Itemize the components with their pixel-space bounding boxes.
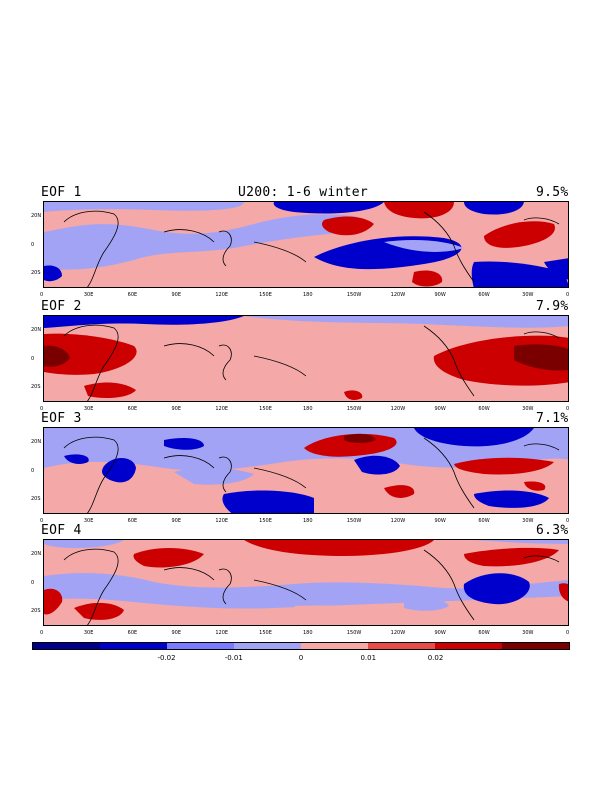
lon-tick-label: 120W (390, 630, 406, 636)
eof-1-map (43, 201, 569, 288)
lon-tick-label: 30W (522, 630, 534, 636)
lon-tick-label: 0 (40, 518, 44, 524)
lon-tick-label: 90E (171, 630, 182, 636)
lat-tick-label: 20S (31, 270, 41, 276)
colorbar-swatch (435, 643, 502, 649)
lon-tick-label: 0 (566, 292, 570, 298)
eof-4-field (44, 540, 568, 625)
colorbar-label: 0 (298, 654, 304, 662)
lat-tick-label: 20N (31, 551, 42, 557)
colorbar-swatch (234, 643, 301, 649)
lon-tick-label: 30E (83, 518, 94, 524)
lon-tick-label: 0 (40, 406, 44, 412)
lon-tick-label: 150E (259, 630, 272, 636)
lon-tick-label: 150E (259, 406, 272, 412)
eof-2-map (43, 315, 569, 402)
lon-tick-label: 30E (83, 630, 94, 636)
lon-tick-label: 180 (303, 406, 313, 412)
panel-1-variance: 9.5% (536, 185, 569, 200)
lat-tick-label: 0 (31, 468, 35, 474)
colorbar-swatch (167, 643, 234, 649)
eof-3-field (44, 428, 568, 513)
lon-tick-label: 60E (127, 292, 138, 298)
lon-tick-label: 0 (566, 406, 570, 412)
colorbar-swatch (33, 643, 100, 649)
lon-tick-label: 30E (83, 406, 94, 412)
lon-tick-label: 90W (434, 406, 446, 412)
eof-3-map (43, 427, 569, 514)
lon-tick-label: 60W (478, 630, 490, 636)
colorbar (32, 642, 570, 650)
lat-tick-label: 20S (31, 608, 41, 614)
lon-tick-label: 0 (566, 518, 570, 524)
lat-tick-label: 20N (31, 213, 42, 219)
eof-4-map (43, 539, 569, 626)
colorbar-swatch (100, 643, 167, 649)
lon-tick-label: 90W (434, 292, 446, 298)
lon-tick-label: 90W (434, 518, 446, 524)
figure-title: U200: 1-6 winter (238, 185, 369, 200)
lon-tick-label: 0 (40, 630, 44, 636)
colorbar-label: 0.02 (427, 654, 444, 662)
lat-tick-label: 20N (31, 439, 42, 445)
lon-tick-label: 150W (346, 630, 362, 636)
lon-tick-label: 120W (390, 292, 406, 298)
lat-tick-label: 20S (31, 496, 41, 502)
panel-4-variance: 6.3% (536, 523, 569, 538)
lat-tick-label: 0 (31, 242, 35, 248)
lat-tick-label: 0 (31, 580, 35, 586)
panel-1-label: EOF 1 (41, 185, 82, 200)
lon-tick-label: 30W (522, 518, 534, 524)
lon-tick-label: 150E (259, 292, 272, 298)
lon-tick-label: 180 (303, 292, 313, 298)
lon-tick-label: 60W (478, 518, 490, 524)
lat-tick-label: 20S (31, 384, 41, 390)
panel-3-variance: 7.1% (536, 411, 569, 426)
colorbar-swatch (502, 643, 569, 649)
lon-tick-label: 120E (215, 292, 229, 298)
lon-tick-label: 120W (390, 406, 406, 412)
lon-tick-label: 180 (303, 518, 313, 524)
lon-tick-label: 120E (215, 406, 229, 412)
lon-tick-label: 60E (127, 406, 138, 412)
colorbar-label: -0.02 (157, 654, 176, 662)
lon-tick-label: 60E (127, 518, 138, 524)
lon-tick-label: 120E (215, 518, 229, 524)
lon-tick-label: 150W (346, 518, 362, 524)
panel-2-label: EOF 2 (41, 299, 82, 314)
lon-tick-label: 90E (171, 518, 182, 524)
panel-2-variance: 7.9% (536, 299, 569, 314)
lon-tick-label: 60W (478, 406, 490, 412)
lon-tick-label: 0 (566, 630, 570, 636)
eof-2-field (44, 316, 568, 401)
lon-tick-label: 120E (215, 630, 229, 636)
lon-tick-label: 150E (259, 518, 272, 524)
lat-tick-label: 20N (31, 327, 42, 333)
lon-tick-label: 30E (83, 292, 94, 298)
panel-4-label: EOF 4 (41, 523, 82, 538)
colorbar-label: -0.01 (224, 654, 243, 662)
panel-3-label: EOF 3 (41, 411, 82, 426)
colorbar-label: 0.01 (360, 654, 377, 662)
lon-tick-label: 120W (390, 518, 406, 524)
lon-tick-label: 90E (171, 292, 182, 298)
lon-tick-label: 150W (346, 292, 362, 298)
lon-tick-label: 30W (522, 292, 534, 298)
lon-tick-label: 90E (171, 406, 182, 412)
lon-tick-label: 60W (478, 292, 490, 298)
lon-tick-label: 150W (346, 406, 362, 412)
lon-tick-label: 0 (40, 292, 44, 298)
lon-tick-label: 180 (303, 630, 313, 636)
lon-tick-label: 90W (434, 630, 446, 636)
lon-tick-label: 30W (522, 406, 534, 412)
eof-1-field (44, 202, 568, 287)
lon-tick-label: 60E (127, 630, 138, 636)
colorbar-swatch (368, 643, 435, 649)
colorbar-swatch (301, 643, 368, 649)
lat-tick-label: 0 (31, 356, 35, 362)
